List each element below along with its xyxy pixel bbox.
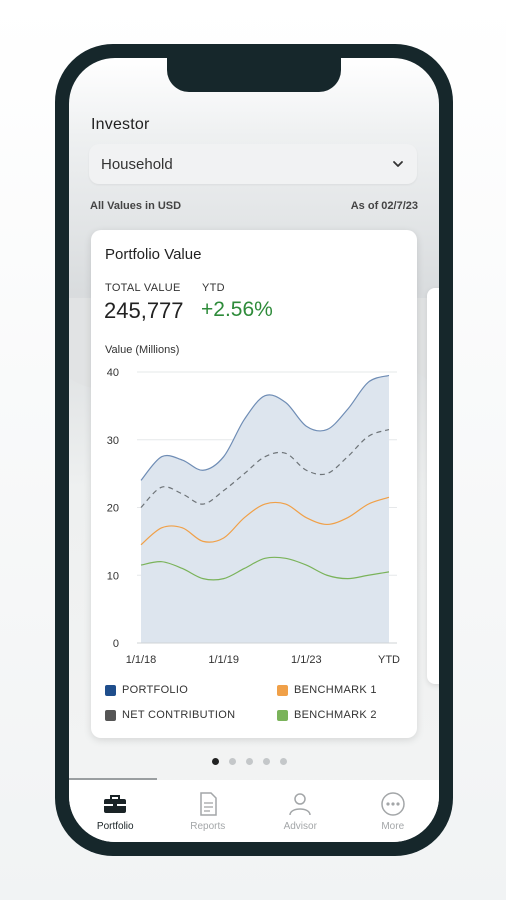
currency-note: All Values in USD (90, 200, 182, 212)
household-select[interactable]: Household (89, 144, 417, 184)
page-indicator[interactable] (212, 758, 287, 765)
person-icon (289, 793, 311, 816)
page-dot[interactable] (229, 758, 236, 765)
legend-swatch (277, 684, 288, 696)
legend-label: BENCHMARK 1 (294, 684, 377, 696)
tab-more[interactable]: More (353, 790, 433, 832)
page-dot[interactable] (280, 758, 287, 765)
legend-benchmark-1: BENCHMARK 1 (277, 684, 377, 696)
series-line-benchmark-1 (140, 496, 390, 546)
y-tick-label: 10 (107, 570, 119, 582)
tab-label: More (381, 821, 405, 832)
bottom-tab-bar: Portfolio Reports Advisor (69, 780, 439, 842)
x-tick-label: 1/1/18 (126, 654, 157, 666)
values-info-row: All Values in USD As of 02/7/23 (90, 200, 418, 212)
household-select-value: Household (101, 155, 173, 173)
x-tick-label: 1/1/23 (291, 654, 322, 666)
tab-scroll-indicator (69, 778, 157, 781)
legend-swatch (105, 709, 116, 721)
tab-label: Portfolio (96, 821, 134, 832)
portfolio-chart: 0 10 20 30 40 1/1/18 1/1/19 1/1/23 YTD (107, 367, 400, 666)
y-tick-label: 0 (113, 638, 119, 650)
tab-portfolio[interactable]: Portfolio (75, 790, 155, 832)
notch (167, 58, 341, 92)
document-icon (200, 792, 217, 816)
total-value: 245,777 (104, 298, 184, 323)
card-title: Portfolio Value (105, 246, 202, 263)
tab-reports[interactable]: Reports (168, 790, 248, 832)
tab-label: Reports (190, 821, 226, 832)
more-icon (381, 792, 405, 816)
ytd-value: +2.56% (201, 298, 273, 321)
as-of-date: As of 02/7/23 (350, 200, 418, 212)
x-tick-label: YTD (378, 654, 400, 666)
series-line-portfolio (140, 374, 390, 481)
legend-benchmark-2: BENCHMARK 2 (277, 709, 377, 721)
legend-net-contribution: NET CONTRIBUTION (105, 709, 235, 721)
series-area-portfolio (141, 375, 389, 643)
legend-swatch (277, 709, 288, 721)
investor-label: Investor (91, 116, 150, 133)
ytd-label: YTD (202, 282, 225, 294)
portfolio-value-card: Portfolio Value TOTAL VALUE YTD 245,777 … (91, 230, 417, 738)
page-dot[interactable] (263, 758, 270, 765)
series-line-net-contribution (140, 429, 390, 508)
legend-label: PORTFOLIO (122, 684, 189, 696)
app-screen: Investor Household All Values in USD As … (69, 58, 439, 842)
page-dot[interactable] (212, 758, 219, 765)
y-tick-label: 30 (107, 435, 119, 447)
next-card-peek[interactable] (427, 288, 439, 684)
tab-label: Advisor (283, 821, 317, 832)
y-axis-title: Value (Millions) (105, 344, 180, 356)
total-value-label: TOTAL VALUE (105, 282, 181, 294)
page-dot[interactable] (246, 758, 253, 765)
legend-portfolio: PORTFOLIO (105, 684, 188, 696)
legend-label: BENCHMARK 2 (294, 709, 377, 721)
x-tick-label: 1/1/19 (208, 654, 239, 666)
chevron-down-icon (393, 161, 403, 167)
legend-label: NET CONTRIBUTION (122, 709, 236, 721)
y-tick-label: 20 (107, 503, 119, 515)
y-tick-label: 40 (107, 367, 119, 379)
legend-swatch (105, 684, 116, 696)
series-line-benchmark-2 (140, 556, 390, 581)
phone-frame: Investor Household All Values in USD As … (55, 44, 453, 856)
tab-advisor[interactable]: Advisor (260, 790, 340, 832)
briefcase-icon (104, 795, 127, 813)
